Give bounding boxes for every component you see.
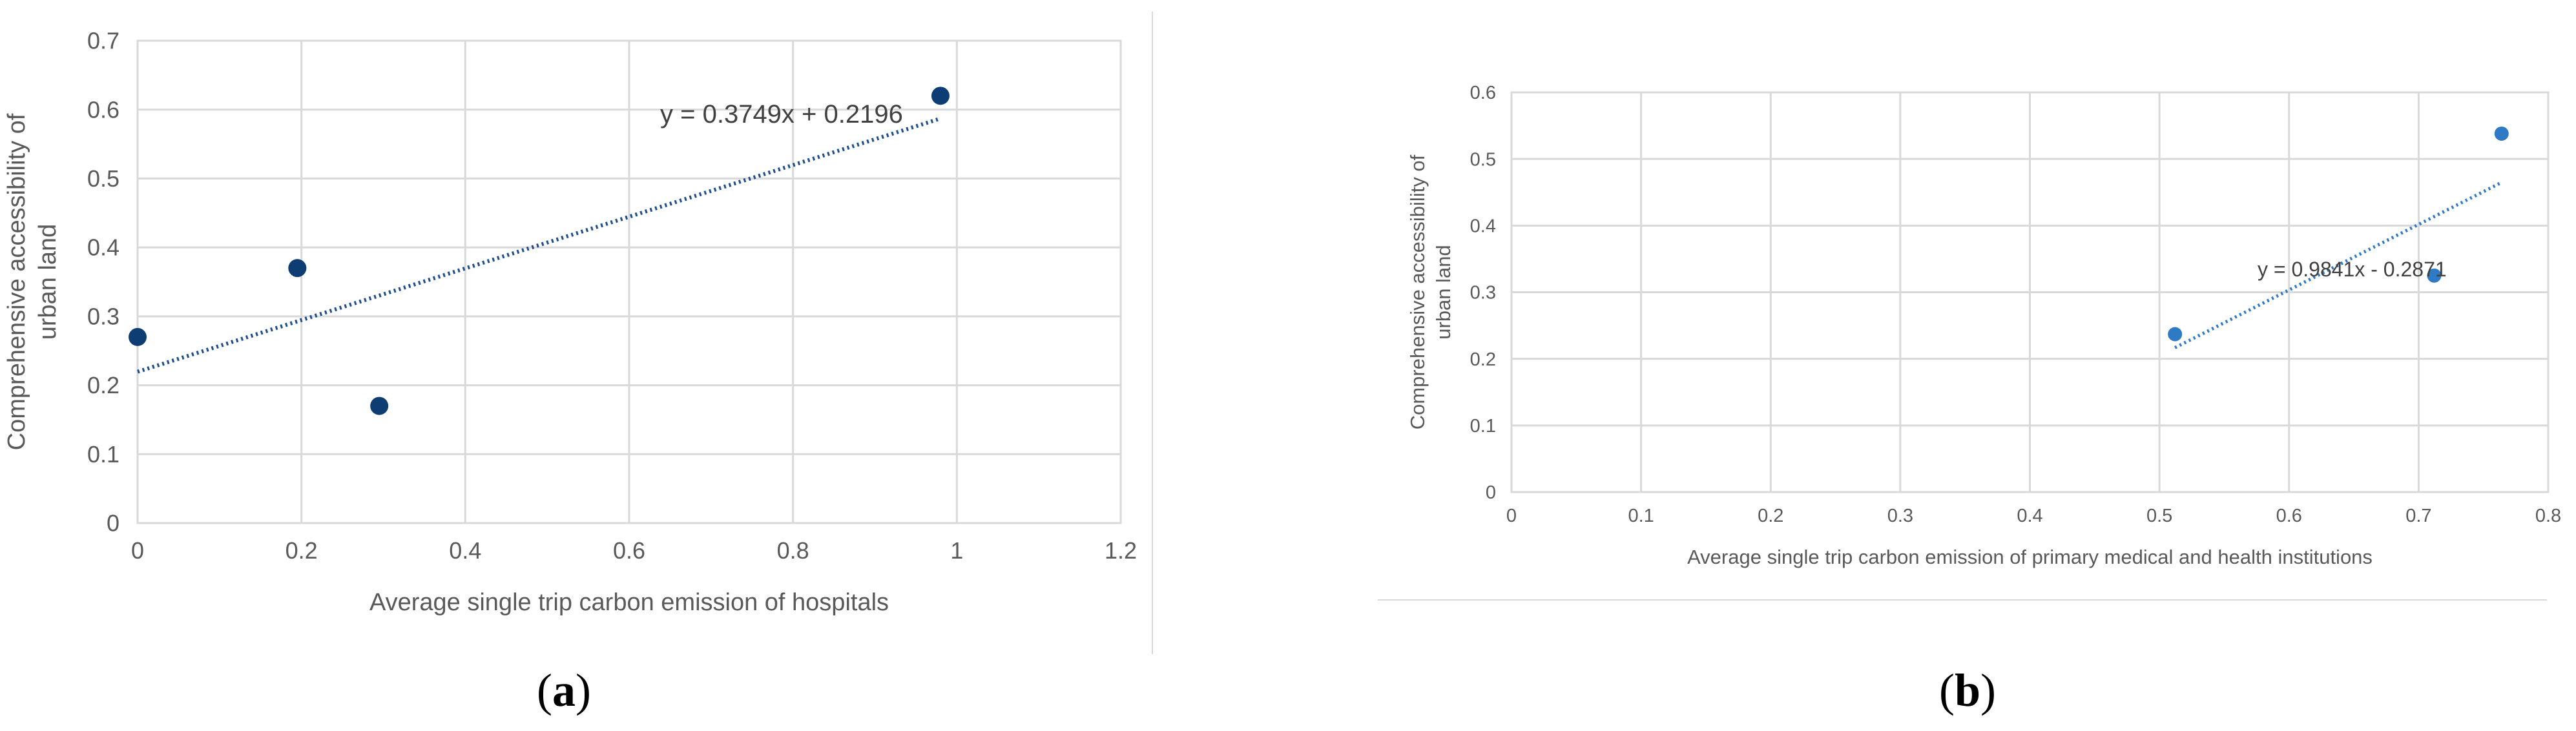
panel-divider-horizontal [1378,599,2547,601]
y-tick-label-a: 0.1 [87,441,119,468]
trendline-equation-b: y = 0.9841x - 0.2871 [2258,258,2447,281]
x-axis-label-a: Average single trip carbon emission of h… [369,589,889,616]
trendline-a [137,116,941,374]
y-axis-label-line-b: Comprehensive accessibility of [1406,154,1429,429]
x-tick-label-b: 0.2 [1758,506,1783,526]
y-tick-label-b: 0.2 [1470,349,1496,370]
y-tick-label-a: 0.7 [87,28,119,54]
x-tick-label-a: 0.2 [286,537,318,564]
data-point-a [370,396,389,415]
y-axis-label-line-a: urban land [34,224,61,340]
panel-label-a-letter: a [552,664,576,716]
y-tick-label-a: 0.3 [87,303,119,329]
x-tick-label-a: 0 [131,537,144,564]
panel-label-b: (b) [1938,664,1996,716]
y-tick-label-a: 0.6 [87,96,119,123]
trendline-equation-a: y = 0.3749x + 0.2196 [660,100,903,129]
x-tick-label-a: 1 [950,537,963,564]
x-tick-label-b: 0.7 [2405,506,2431,526]
chart-b: 0 0.1 0.2 0.3 0.4 0.5 0.6 0.7 0.8 0 0.1 0.2 0.3 0.4 0.… [1406,83,2561,568]
y-tick-label-b: 0.6 [1470,83,1496,103]
x-tick-label-a: 0.8 [777,537,809,564]
y-tick-label-b: 0.4 [1470,216,1496,236]
x-tick-label-b: 0.3 [1887,506,1913,526]
y-axis-label-line-b: urban land [1432,245,1455,340]
panel-divider-vertical [1152,12,1153,654]
data-point-a [288,259,307,278]
data-point-a [129,327,147,346]
trendline-b [2174,181,2502,349]
x-tick-label-a: 0.4 [449,537,481,564]
x-tick-label-a: 0.6 [613,537,645,564]
data-point-b [2168,327,2183,342]
data-point-b [2427,268,2442,283]
data-point-a [931,87,950,105]
y-tick-label-b: 0.5 [1470,149,1496,170]
y-tick-label-a: 0.4 [87,234,119,261]
panel-label-b-letter: b [1954,664,1981,716]
x-tick-label-b: 0.1 [1628,506,1654,526]
y-tick-label-b: 0 [1486,482,1496,503]
x-axis-label-b: Average single trip carbon emission of p… [1687,546,2373,568]
x-tick-label-b: 0 [1506,506,1517,526]
panel-label-a: (a) [537,664,591,716]
y-axis-label-a: Comprehensive accessibility of urban land [3,113,61,450]
x-tick-label-b: 0.8 [2535,506,2561,526]
data-point-b [2494,126,2509,141]
y-tick-label-a: 0.5 [87,165,119,192]
x-tick-label-a: 1.2 [1105,537,1137,564]
x-tick-label-b: 0.6 [2276,506,2302,526]
x-tick-label-b: 0.5 [2146,506,2172,526]
y-axis-label-line-a: Comprehensive accessibility of [3,113,30,450]
y-tick-label-b: 0.1 [1470,416,1496,437]
x-tick-label-b: 0.4 [2017,506,2042,526]
y-axis-label-b: Comprehensive accessibility of urban land [1406,154,1455,429]
chart-a: 0 0.2 0.4 0.6 0.8 1 1.2 0 0.1 0.2 0.3 0.4 0.5 0.6 0.7 A… [3,28,1137,616]
y-tick-label-b: 0.3 [1470,283,1496,304]
y-tick-label-a: 0.2 [87,372,119,398]
y-tick-label-a: 0 [107,510,119,537]
